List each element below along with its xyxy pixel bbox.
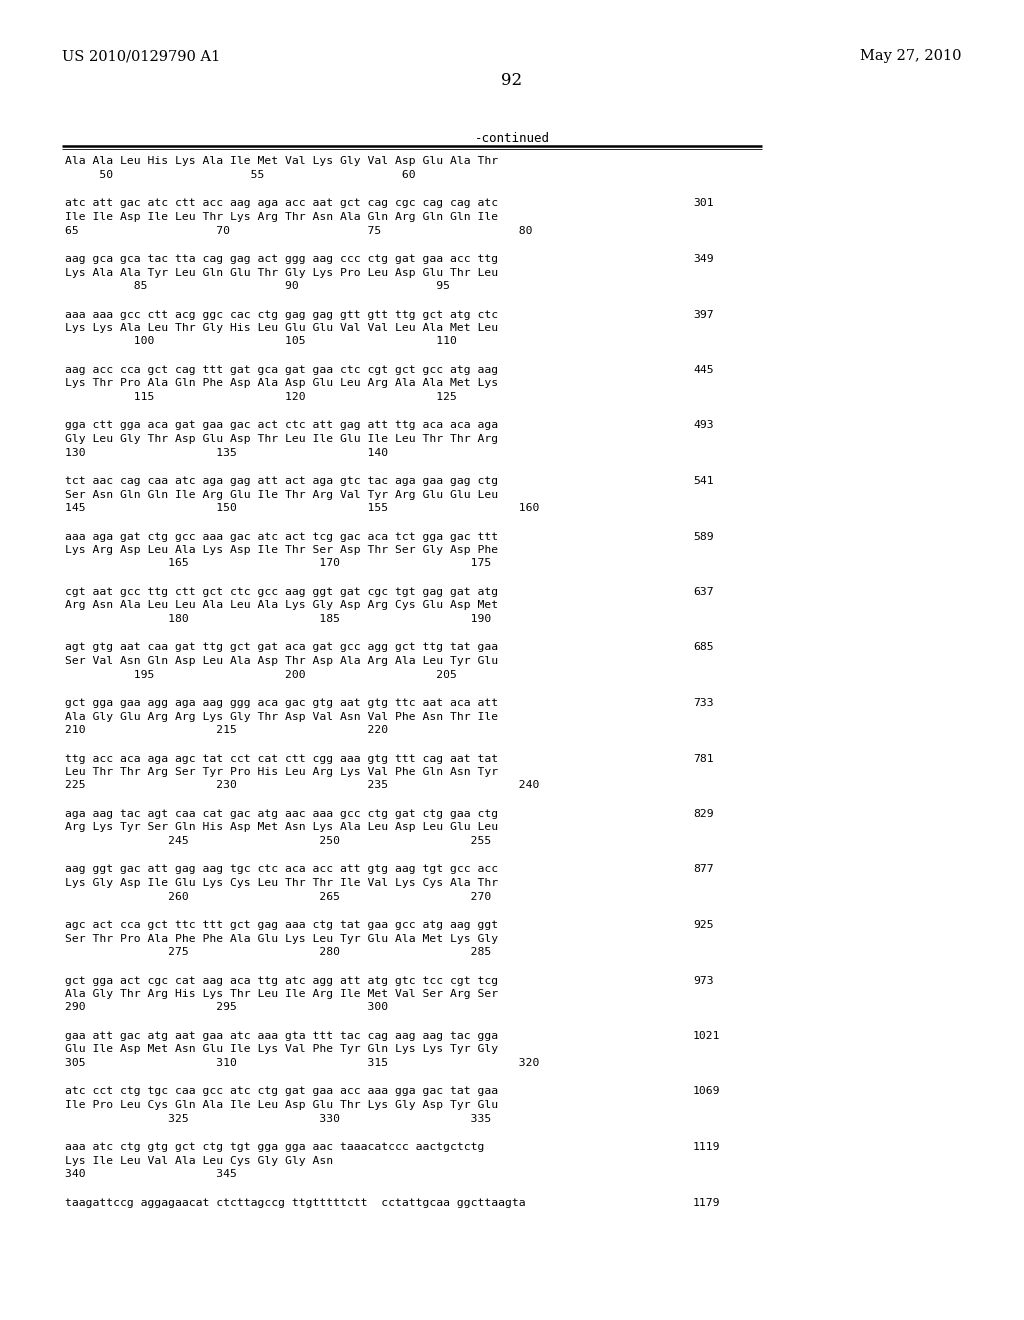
Text: 685: 685 — [693, 643, 714, 652]
Text: 50                    55                    60: 50 55 60 — [65, 170, 416, 180]
Text: Lys Ile Leu Val Ala Leu Cys Gly Gly Asn: Lys Ile Leu Val Ala Leu Cys Gly Gly Asn — [65, 1155, 333, 1166]
Text: 397: 397 — [693, 309, 714, 319]
Text: Lys Thr Pro Ala Gln Phe Asp Ala Asp Glu Leu Arg Ala Ala Met Lys: Lys Thr Pro Ala Gln Phe Asp Ala Asp Glu … — [65, 379, 498, 388]
Text: 180                   185                   190: 180 185 190 — [65, 614, 492, 624]
Text: atc att gac atc ctt acc aag aga acc aat gct cag cgc cag cag atc: atc att gac atc ctt acc aag aga acc aat … — [65, 198, 498, 209]
Text: 1021: 1021 — [693, 1031, 721, 1041]
Text: US 2010/0129790 A1: US 2010/0129790 A1 — [62, 49, 220, 63]
Text: Ser Val Asn Gln Asp Leu Ala Asp Thr Asp Ala Arg Ala Leu Tyr Glu: Ser Val Asn Gln Asp Leu Ala Asp Thr Asp … — [65, 656, 498, 667]
Text: cgt aat gcc ttg ctt gct ctc gcc aag ggt gat cgc tgt gag gat atg: cgt aat gcc ttg ctt gct ctc gcc aag ggt … — [65, 587, 498, 597]
Text: tct aac cag caa atc aga gag att act aga gtc tac aga gaa gag ctg: tct aac cag caa atc aga gag att act aga … — [65, 477, 498, 486]
Text: 100                   105                   110: 100 105 110 — [65, 337, 457, 346]
Text: agc act cca gct ttc ttt gct gag aaa ctg tat gaa gcc atg aag ggt: agc act cca gct ttc ttt gct gag aaa ctg … — [65, 920, 498, 931]
Text: 925: 925 — [693, 920, 714, 931]
Text: 781: 781 — [693, 754, 714, 763]
Text: 301: 301 — [693, 198, 714, 209]
Text: Arg Asn Ala Leu Leu Ala Leu Ala Lys Gly Asp Arg Cys Glu Asp Met: Arg Asn Ala Leu Leu Ala Leu Ala Lys Gly … — [65, 601, 498, 610]
Text: atc cct ctg tgc caa gcc atc ctg gat gaa acc aaa gga gac tat gaa: atc cct ctg tgc caa gcc atc ctg gat gaa … — [65, 1086, 498, 1097]
Text: 145                   150                   155                   160: 145 150 155 160 — [65, 503, 540, 513]
Text: aaa aaa gcc ctt acg ggc cac ctg gag gag gtt gtt ttg gct atg ctc: aaa aaa gcc ctt acg ggc cac ctg gag gag … — [65, 309, 498, 319]
Text: -continued: -continued — [474, 132, 550, 145]
Text: 305                   310                   315                   320: 305 310 315 320 — [65, 1059, 540, 1068]
Text: agt gtg aat caa gat ttg gct gat aca gat gcc agg gct ttg tat gaa: agt gtg aat caa gat ttg gct gat aca gat … — [65, 643, 498, 652]
Text: 493: 493 — [693, 421, 714, 430]
Text: 245                   250                   255: 245 250 255 — [65, 836, 492, 846]
Text: gct gga gaa agg aga aag ggg aca gac gtg aat gtg ttc aat aca att: gct gga gaa agg aga aag ggg aca gac gtg … — [65, 698, 498, 708]
Text: 877: 877 — [693, 865, 714, 874]
Text: 92: 92 — [502, 73, 522, 88]
Text: 115                   120                   125: 115 120 125 — [65, 392, 457, 403]
Text: Lys Lys Ala Leu Thr Gly His Leu Glu Glu Val Val Leu Ala Met Leu: Lys Lys Ala Leu Thr Gly His Leu Glu Glu … — [65, 323, 498, 333]
Text: 275                   280                   285: 275 280 285 — [65, 946, 492, 957]
Text: gaa att gac atg aat gaa atc aaa gta ttt tac cag aag aag tac gga: gaa att gac atg aat gaa atc aaa gta ttt … — [65, 1031, 498, 1041]
Text: Ala Gly Glu Arg Arg Lys Gly Thr Asp Val Asn Val Phe Asn Thr Ile: Ala Gly Glu Arg Arg Lys Gly Thr Asp Val … — [65, 711, 498, 722]
Text: 349: 349 — [693, 253, 714, 264]
Text: 445: 445 — [693, 366, 714, 375]
Text: 733: 733 — [693, 698, 714, 708]
Text: 165                   170                   175: 165 170 175 — [65, 558, 492, 569]
Text: 541: 541 — [693, 477, 714, 486]
Text: Gly Leu Gly Thr Asp Glu Asp Thr Leu Ile Glu Ile Leu Thr Thr Arg: Gly Leu Gly Thr Asp Glu Asp Thr Leu Ile … — [65, 434, 498, 444]
Text: 1179: 1179 — [693, 1197, 721, 1208]
Text: aag gca gca tac tta cag gag act ggg aag ccc ctg gat gaa acc ttg: aag gca gca tac tta cag gag act ggg aag … — [65, 253, 498, 264]
Text: Lys Arg Asp Leu Ala Lys Asp Ile Thr Ser Asp Thr Ser Gly Asp Phe: Lys Arg Asp Leu Ala Lys Asp Ile Thr Ser … — [65, 545, 498, 554]
Text: Ile Pro Leu Cys Gln Ala Ile Leu Asp Glu Thr Lys Gly Asp Tyr Glu: Ile Pro Leu Cys Gln Ala Ile Leu Asp Glu … — [65, 1100, 498, 1110]
Text: Ile Ile Asp Ile Leu Thr Lys Arg Thr Asn Ala Gln Arg Gln Gln Ile: Ile Ile Asp Ile Leu Thr Lys Arg Thr Asn … — [65, 213, 498, 222]
Text: May 27, 2010: May 27, 2010 — [860, 49, 962, 63]
Text: Ala Gly Thr Arg His Lys Thr Leu Ile Arg Ile Met Val Ser Arg Ser: Ala Gly Thr Arg His Lys Thr Leu Ile Arg … — [65, 989, 498, 999]
Text: 325                   330                   335: 325 330 335 — [65, 1114, 492, 1123]
Text: 195                   200                   205: 195 200 205 — [65, 669, 457, 680]
Text: ttg acc aca aga agc tat cct cat ctt cgg aaa gtg ttt cag aat tat: ttg acc aca aga agc tat cct cat ctt cgg … — [65, 754, 498, 763]
Text: 210                   215                   220: 210 215 220 — [65, 725, 388, 735]
Text: aag ggt gac att gag aag tgc ctc aca acc att gtg aag tgt gcc acc: aag ggt gac att gag aag tgc ctc aca acc … — [65, 865, 498, 874]
Text: 225                   230                   235                   240: 225 230 235 240 — [65, 780, 540, 791]
Text: aaa aga gat ctg gcc aaa gac atc act tcg gac aca tct gga gac ttt: aaa aga gat ctg gcc aaa gac atc act tcg … — [65, 532, 498, 541]
Text: 829: 829 — [693, 809, 714, 818]
Text: Leu Thr Thr Arg Ser Tyr Pro His Leu Arg Lys Val Phe Gln Asn Tyr: Leu Thr Thr Arg Ser Tyr Pro His Leu Arg … — [65, 767, 498, 777]
Text: Ala Ala Leu His Lys Ala Ile Met Val Lys Gly Val Asp Glu Ala Thr: Ala Ala Leu His Lys Ala Ile Met Val Lys … — [65, 157, 498, 166]
Text: 290                   295                   300: 290 295 300 — [65, 1002, 388, 1012]
Text: Ser Asn Gln Gln Ile Arg Glu Ile Thr Arg Val Tyr Arg Glu Glu Leu: Ser Asn Gln Gln Ile Arg Glu Ile Thr Arg … — [65, 490, 498, 499]
Text: Lys Ala Ala Tyr Leu Gln Glu Thr Gly Lys Pro Leu Asp Glu Thr Leu: Lys Ala Ala Tyr Leu Gln Glu Thr Gly Lys … — [65, 268, 498, 277]
Text: 1069: 1069 — [693, 1086, 721, 1097]
Text: aag acc cca gct cag ttt gat gca gat gaa ctc cgt gct gcc atg aag: aag acc cca gct cag ttt gat gca gat gaa … — [65, 366, 498, 375]
Text: Lys Gly Asp Ile Glu Lys Cys Leu Thr Thr Ile Val Lys Cys Ala Thr: Lys Gly Asp Ile Glu Lys Cys Leu Thr Thr … — [65, 878, 498, 888]
Text: 85                    90                    95: 85 90 95 — [65, 281, 450, 290]
Text: 589: 589 — [693, 532, 714, 541]
Text: taagattccg aggagaacat ctcttagccg ttgtttttctt  cctattgcaa ggcttaagta: taagattccg aggagaacat ctcttagccg ttgtttt… — [65, 1197, 525, 1208]
Text: aaa atc ctg gtg gct ctg tgt gga gga aac taaacatccc aactgctctg: aaa atc ctg gtg gct ctg tgt gga gga aac … — [65, 1142, 484, 1152]
Text: 973: 973 — [693, 975, 714, 986]
Text: Glu Ile Asp Met Asn Glu Ile Lys Val Phe Tyr Gln Lys Lys Tyr Gly: Glu Ile Asp Met Asn Glu Ile Lys Val Phe … — [65, 1044, 498, 1055]
Text: 260                   265                   270: 260 265 270 — [65, 891, 492, 902]
Text: 65                    70                    75                    80: 65 70 75 80 — [65, 226, 532, 235]
Text: 340                   345: 340 345 — [65, 1170, 237, 1179]
Text: 637: 637 — [693, 587, 714, 597]
Text: Ser Thr Pro Ala Phe Phe Ala Glu Lys Leu Tyr Glu Ala Met Lys Gly: Ser Thr Pro Ala Phe Phe Ala Glu Lys Leu … — [65, 933, 498, 944]
Text: gct gga act cgc cat aag aca ttg atc agg att atg gtc tcc cgt tcg: gct gga act cgc cat aag aca ttg atc agg … — [65, 975, 498, 986]
Text: gga ctt gga aca gat gaa gac act ctc att gag att ttg aca aca aga: gga ctt gga aca gat gaa gac act ctc att … — [65, 421, 498, 430]
Text: aga aag tac agt caa cat gac atg aac aaa gcc ctg gat ctg gaa ctg: aga aag tac agt caa cat gac atg aac aaa … — [65, 809, 498, 818]
Text: Arg Lys Tyr Ser Gln His Asp Met Asn Lys Ala Leu Asp Leu Glu Leu: Arg Lys Tyr Ser Gln His Asp Met Asn Lys … — [65, 822, 498, 833]
Text: 130                   135                   140: 130 135 140 — [65, 447, 388, 458]
Text: 1119: 1119 — [693, 1142, 721, 1152]
